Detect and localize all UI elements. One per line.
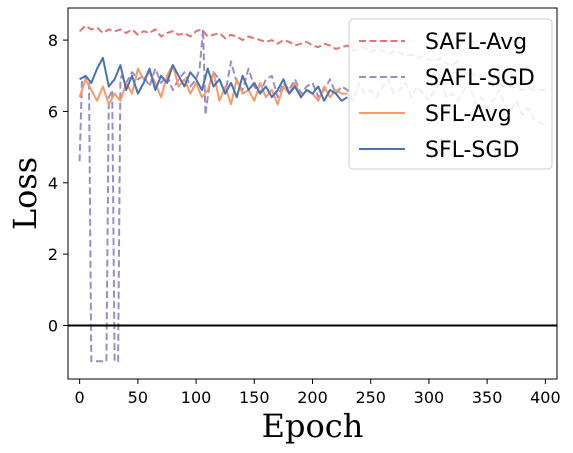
- x-tick-label: 350: [472, 388, 503, 407]
- x-tick-label: 150: [239, 388, 270, 407]
- legend-label-sfl-sgd: SFL-SGD: [425, 138, 519, 163]
- x-tick-label: 100: [181, 388, 212, 407]
- y-tick-label: 8: [48, 31, 58, 50]
- legend-label-sfl-avg: SFL-Avg: [425, 102, 512, 127]
- y-tick-label: 4: [48, 174, 58, 193]
- x-tick-label: 300: [414, 388, 445, 407]
- y-tick-label: 2: [48, 245, 58, 264]
- x-tick-label: 200: [297, 388, 328, 407]
- series-line-sfl-sgd: [79, 56, 348, 102]
- y-tick-label: 6: [48, 102, 58, 121]
- x-tick-label: 0: [75, 388, 85, 407]
- y-axis-ticks: 0 2 4 6 8: [48, 31, 68, 335]
- x-tick-label: 50: [128, 388, 148, 407]
- y-tick-label: 0: [48, 316, 58, 335]
- x-axis-ticks: 0 50 100 150 200 250 300 350 400: [75, 379, 561, 407]
- x-tick-label: 250: [355, 388, 386, 407]
- y-axis-title: Loss: [6, 157, 44, 230]
- legend-box: [348, 18, 553, 170]
- legend-label-safl-sgd: SAFL-SGD: [425, 66, 535, 91]
- x-axis-title: Epoch: [262, 407, 364, 445]
- x-tick-label: 400: [530, 388, 561, 407]
- legend-label-safl-avg: SAFL-Avg: [425, 30, 527, 55]
- legend: SAFL-Avg SAFL-SGD SFL-Avg SFL-SGD: [348, 18, 553, 170]
